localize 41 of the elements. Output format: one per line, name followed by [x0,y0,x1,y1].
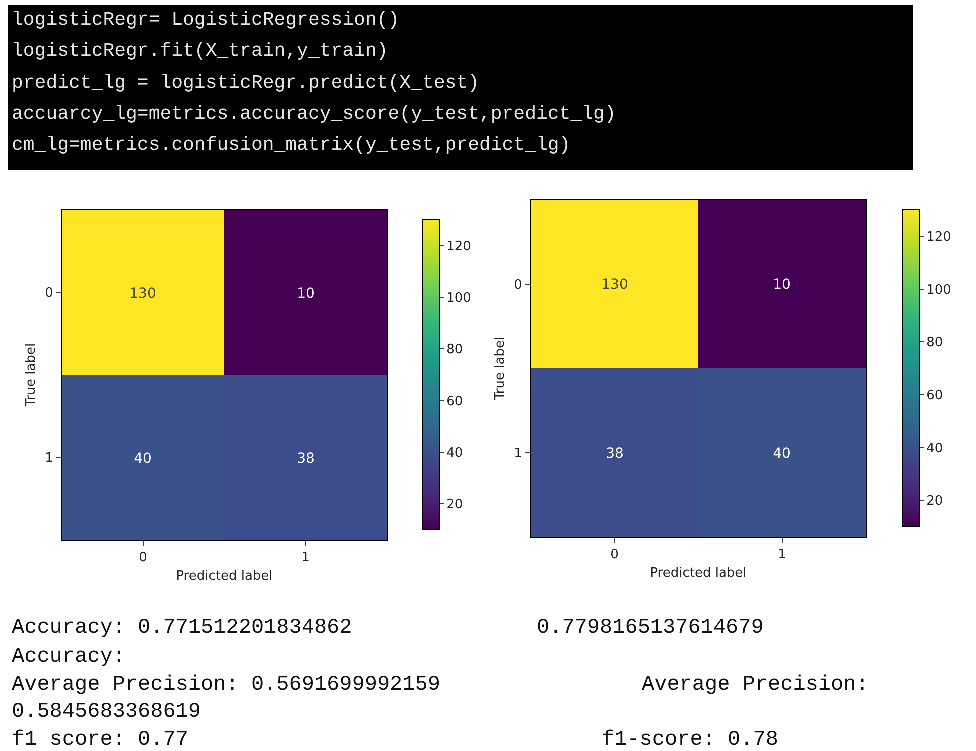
color-bar-label: 40 [926,441,944,456]
x-tick-label: 0 [610,548,619,563]
data-label: 38 [606,446,624,462]
x-axis-title: Predicted label [650,566,747,582]
text: f1 score: 0.77 [12,729,188,751]
color-bar-label: 120 [926,230,952,245]
text: 0.7798165137614679 [537,617,764,640]
y-axis-title: True label [493,336,508,402]
data-label: 38 [297,450,315,467]
data-label: 130 [130,286,156,302]
text: Average Precision: [642,674,869,697]
text: predict_lg = logisticRegr.predict(X_test) [12,72,480,94]
x-tick-label: 1 [302,550,310,566]
data-label: 40 [773,446,791,462]
color-bar-label: 20 [926,494,944,510]
data-label: 130 [602,276,628,293]
text: logisticRegr= LogisticRegression() [12,9,400,31]
data-label: 10 [773,276,791,293]
color-bar-label: 60 [926,388,944,404]
y-axis-title: True label [24,343,40,408]
color-bar-label: 100 [926,282,952,298]
color-bar-label: 80 [926,336,944,351]
data-label: 10 [297,286,315,302]
color-bar-label: 120 [446,239,472,254]
x-axis-title: Predicted label [176,569,273,584]
color-bar-label: 60 [446,394,464,410]
x-tick-label: 1 [778,548,786,563]
color-bar-label: 40 [446,446,464,462]
color-bar-label: 80 [446,342,464,358]
text: 0.5845683368619 [12,701,202,724]
text: accuarcy_lg=metrics.accuracy_score(y_test,predict_lg) [12,103,616,125]
text: logisticRegr.fit(X_train,y_train) [12,40,388,62]
x-tick-label: 0 [139,550,148,566]
text: Accuracy: [12,646,126,669]
text: Average Precision: 0.5691699992159 [12,674,440,697]
data-label: 40 [134,450,152,467]
text: cm_lg=metrics.confusion_matrix(y_test,predict_lg) [12,134,571,156]
color-bar-label: 100 [446,291,472,306]
color-bar-label: 20 [446,498,464,513]
text: f1-score: 0.78 [602,729,778,751]
text: Accuracy: 0.771512201834862 [12,617,352,640]
